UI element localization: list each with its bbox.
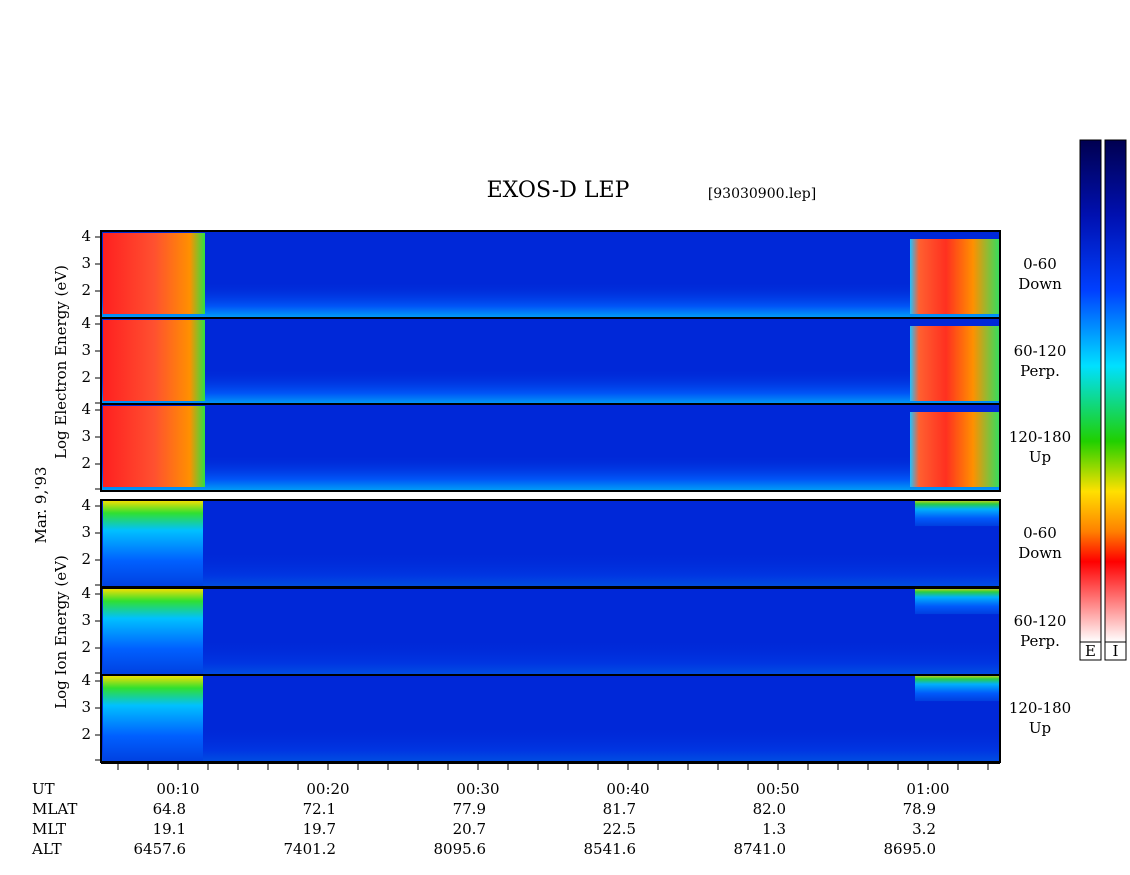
panel-label: Down (1018, 275, 1062, 293)
time-axis: 00:10 00:20 00:30 00:40 00:50 01:00 (101, 762, 1000, 798)
spectrogram-hot (103, 406, 205, 487)
spectrogram-low (101, 365, 1000, 405)
spectrogram-hot (910, 412, 1000, 487)
y-tick-label: 3 (81, 341, 91, 359)
row-value: 78.9 (903, 800, 936, 818)
y-tick-label: 3 (81, 523, 91, 541)
file-name: [93030900.lep] (708, 186, 816, 202)
y-tick-label: 2 (81, 368, 91, 386)
spectrogram-low (101, 547, 1000, 587)
row-value: 1.3 (762, 820, 786, 838)
y-tick-label: 4 (81, 227, 91, 245)
spectrogram-low (101, 278, 1000, 318)
y-tick-label: 2 (81, 638, 91, 656)
row-value: 6457.6 (134, 840, 187, 858)
panel-label: Up (1029, 448, 1051, 466)
row-value: 64.8 (153, 800, 186, 818)
row-value: 8695.0 (884, 840, 937, 858)
row-value: 72.1 (303, 800, 336, 818)
y-tick-label: 4 (81, 584, 91, 602)
y-tick-label: 2 (81, 281, 91, 299)
row-value: 81.7 (603, 800, 636, 818)
y-tick-label: 2 (81, 550, 91, 568)
date-label: Mar. 9,'93 (32, 467, 50, 544)
row-value: 7401.2 (284, 840, 337, 858)
y-tick-label: 3 (81, 254, 91, 272)
y-tick-label: 4 (81, 400, 91, 418)
panel-label: Down (1018, 544, 1062, 562)
spectrogram-hot (103, 500, 203, 587)
row-value: 19.7 (303, 820, 336, 838)
colorbar-label: E (1085, 642, 1096, 660)
colorbar (1104, 139, 1127, 643)
panel-label: Perp. (1020, 632, 1060, 650)
colorbar-box (1079, 641, 1102, 661)
row-value: 82.0 (753, 800, 786, 818)
panel-label: 0-60 (1023, 524, 1057, 542)
y-tick-label: 4 (81, 314, 91, 332)
row-label: UT (32, 780, 55, 798)
colorbar-box (1104, 641, 1127, 661)
row-value: 19.1 (153, 820, 186, 838)
row-value: 8095.6 (434, 840, 487, 858)
panels: 4 3 2 0-60 Down 4 3 2 60-120 Perp. 4 3 2 120-180 Up 4 3 2… (81, 227, 1071, 763)
panel-label: 60-120 (1014, 612, 1067, 630)
row-value: 8541.6 (584, 840, 637, 858)
time-tick-label: 00:10 (156, 780, 199, 798)
row-value: 22.5 (603, 820, 636, 838)
y-tick-label: 4 (81, 496, 91, 514)
row-value: 20.7 (453, 820, 486, 838)
row-value: 8741.0 (734, 840, 787, 858)
spectrogram-low (101, 722, 1000, 762)
y-tick-label: 4 (81, 671, 91, 689)
time-tick-label: 01:00 (906, 780, 949, 798)
row-value: 77.9 (453, 800, 486, 818)
y-tick-label: 2 (81, 454, 91, 472)
title: EXOS-D LEP (487, 178, 630, 203)
electron-axis-label: Log Electron Energy (eV) (52, 265, 70, 459)
spectrogram-hot (915, 675, 1000, 702)
time-tick-label: 00:20 (306, 780, 349, 798)
time-tick-label: 00:30 (456, 780, 499, 798)
spectrogram-hot (915, 500, 1000, 527)
spectrogram-low (101, 635, 1000, 675)
spectrogram-hot (910, 326, 1000, 401)
time-tick-label: 00:40 (606, 780, 649, 798)
colorbar (1079, 139, 1102, 643)
spectrogram-hot (103, 588, 203, 675)
time-tick-label: 00:50 (756, 780, 799, 798)
row-value: 3.2 (912, 820, 936, 838)
row-label: MLAT (32, 800, 77, 818)
panel-label: Perp. (1020, 362, 1060, 380)
spectrogram-hot (103, 233, 205, 314)
panel-frame (100, 403, 1001, 492)
y-tick-label: 2 (81, 725, 91, 743)
row-label: MLT (32, 820, 66, 838)
panel-label: 0-60 (1023, 255, 1057, 273)
panel-label: 120-180 (1009, 699, 1071, 717)
y-tick-label: 3 (81, 611, 91, 629)
y-tick-label: 3 (81, 698, 91, 716)
spectrogram-hot (103, 320, 205, 401)
row-label: ALT (31, 840, 62, 858)
ion-axis-label: Log Ion Energy (eV) (52, 555, 70, 709)
ephemeris-table: UT MLAT 64.8 72.1 77.9 81.7 82.0 78.9 MLT 19.1 19.… (31, 780, 936, 858)
spectrogram-low (101, 451, 1000, 491)
colorbar-label: I (1113, 642, 1119, 660)
panel-label: 120-180 (1009, 428, 1071, 446)
spectrogram-hot (103, 675, 203, 762)
spectrogram-hot (910, 239, 1000, 314)
y-tick-label: 3 (81, 427, 91, 445)
spectrogram-hot (915, 588, 1000, 615)
panel-label: Up (1029, 719, 1051, 737)
panel-label: 60-120 (1014, 342, 1067, 360)
